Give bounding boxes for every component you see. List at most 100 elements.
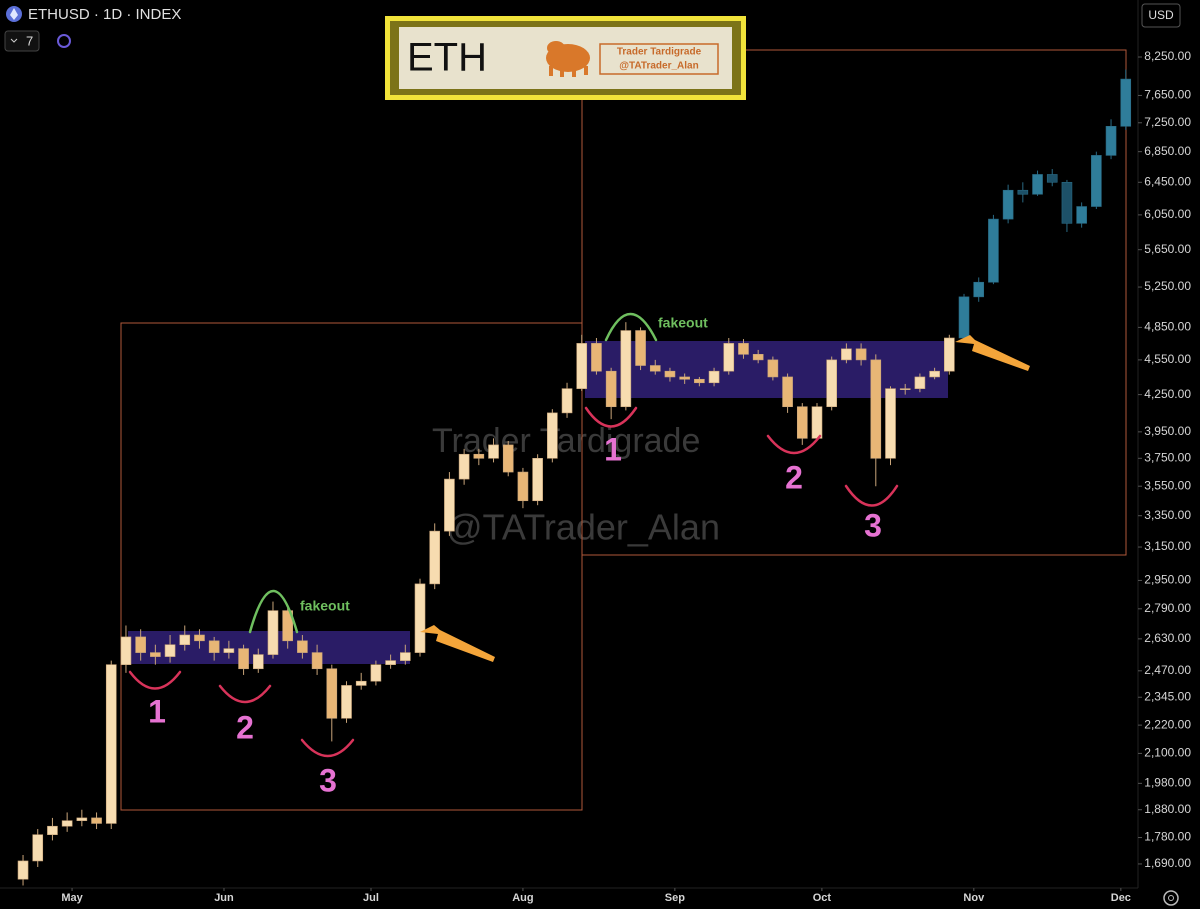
annotation-arcs [128,312,899,758]
currency-button[interactable] [1141,3,1181,28]
candle-body [576,343,588,389]
y-tick-label: 2,630.00 [1144,631,1191,645]
candle-body [76,817,88,821]
candle-body [738,343,749,355]
logo-ticker: ETH [407,36,487,80]
candle-body [355,680,367,686]
candle-body [899,388,911,390]
candle-body [841,348,852,361]
candle-body [782,376,793,408]
y-tick-label: 5,650.00 [1144,242,1191,256]
candle-body [870,359,882,459]
candle-body [370,664,382,682]
y-tick-label: 2,950.00 [1144,573,1191,587]
candle-body [1120,78,1132,127]
y-tick-label: 2,470.00 [1144,663,1191,677]
y-tick-label: 4,550.00 [1144,352,1191,366]
annotation: 3 [319,762,337,798]
y-tick-label: 7,650.00 [1144,88,1191,102]
annotation: 2 [785,459,803,495]
candle-body [1046,174,1058,183]
candle-body [664,370,676,378]
candle-body [444,478,455,532]
candle-body [473,453,485,459]
indicator-toggle[interactable] [4,30,40,52]
x-tick-label: Jun [214,892,234,904]
candle-body [1091,155,1102,207]
y-tick-label: 1,880.00 [1144,802,1191,816]
candle-body [105,664,117,824]
x-tick-label: Dec [1111,892,1131,904]
candle-body [458,453,470,480]
chevron [10,38,18,43]
candle-body [988,218,999,283]
candle-body [135,636,146,653]
y-tick-label: 2,220.00 [1144,717,1191,731]
arrow [955,335,1030,371]
indicator-count: 7 [26,33,33,48]
y-tick-label: 3,150.00 [1144,539,1191,553]
candle-body [429,530,441,585]
y-tick-label: 6,050.00 [1144,207,1191,221]
candle-body [517,471,529,502]
candles [17,69,1132,886]
candle-body [297,640,308,653]
candle-body [223,648,235,653]
candle-body [1061,181,1073,224]
candle-body [1017,189,1029,195]
x-tick-label: Nov [963,892,985,904]
symbol[interactable]: ETHUSD · 1D · INDEX [28,6,181,23]
symbol-icon [10,8,18,20]
range-box [120,322,583,811]
candle-body [723,343,735,372]
candle-body [502,444,514,473]
candle-body [679,376,690,380]
arrow [420,625,495,662]
candle-body [635,330,646,366]
candle-body [32,834,44,862]
candle-body [488,444,499,459]
y-tick-label: 1,780.00 [1144,830,1191,844]
candle-body [958,296,970,339]
y-tick-label: 1,980.00 [1144,776,1191,790]
refresh-icon[interactable] [57,34,71,48]
y-tick-label: 2,345.00 [1144,689,1191,703]
candle-body [1032,174,1043,195]
candle-body [414,583,426,653]
y-tick-label: 8,250.00 [1144,49,1191,63]
y-tick-label: 5,250.00 [1144,279,1191,293]
y-tick-label: 3,950.00 [1144,424,1191,438]
x-tick-label: Sep [665,892,685,904]
range-box [581,49,1127,556]
candle-body [194,634,205,642]
candle-body [179,634,191,646]
x-tick-label: May [61,892,83,904]
arc [604,312,658,342]
candle-body [47,825,58,835]
candle-body [796,406,808,439]
candle-body [855,348,867,361]
candle-body [767,359,779,378]
settings-icon[interactable] [1163,890,1179,906]
candle-body [1076,206,1087,224]
candle-body [620,330,632,408]
annotation: fakeout [658,315,708,331]
y-tick-label: 1,690.00 [1144,856,1191,870]
candle-body [311,652,323,670]
x-tick-label: Aug [512,892,533,904]
y-tick-label: 4,250.00 [1144,387,1191,401]
currency: USD [1148,8,1174,22]
candle-body [605,370,617,408]
candle-body [547,412,558,459]
candle-body [252,654,264,670]
y-tick-label: 2,790.00 [1144,601,1191,615]
watermark-name: Trader Tardigrade [432,422,700,460]
logo-name: Trader Tardigrade [617,47,702,58]
annotation: 1 [604,431,622,467]
annotation: 2 [236,709,254,745]
annotation: 3 [864,507,882,543]
candle-body [708,370,720,384]
arc [128,670,182,690]
